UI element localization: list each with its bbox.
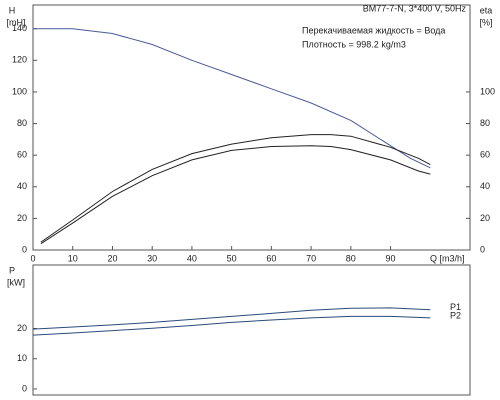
curve <box>40 145 431 245</box>
annotation: Перекачиваемая жидкость = Вода <box>302 25 445 35</box>
y-tick-label: 0 <box>22 244 27 254</box>
y2-tick-label: 60 <box>480 150 490 160</box>
x-tick-label: 60 <box>266 253 276 263</box>
plot-frame <box>32 4 471 251</box>
y-tick-label: 40 <box>17 181 27 191</box>
curve-label: P1 <box>450 302 461 312</box>
x-tick-label: 80 <box>346 253 356 263</box>
x-tick-label: 70 <box>306 253 316 263</box>
x-tick-label: 90 <box>386 253 396 263</box>
curve <box>33 28 431 169</box>
y2-tick-label: 80 <box>480 118 490 128</box>
y2-tick-label: 20 <box>480 213 490 223</box>
x-tick-label: 50 <box>227 253 237 263</box>
y2-unit: [%] <box>479 17 492 27</box>
y2-tick-label: 40 <box>480 181 490 191</box>
x-tick-label: 20 <box>107 253 117 263</box>
annotation: BM77-7-N, 3*400 V, 50Hz <box>363 3 467 13</box>
plot-frame <box>32 264 471 396</box>
x-tick-label: 0 <box>30 253 35 263</box>
y-tick-label: 100 <box>12 86 27 96</box>
y2-tick-label: 100 <box>480 86 495 96</box>
y-tick-label: 120 <box>12 55 27 65</box>
y-unit: [mH] <box>7 17 26 27</box>
curve <box>40 134 431 243</box>
y-tick-label: 20 <box>17 213 27 223</box>
x-tick-label: 10 <box>68 253 78 263</box>
y-label: H <box>9 5 16 15</box>
curve <box>32 307 431 330</box>
y-tick-label: 80 <box>17 118 27 128</box>
x-label: Q [m3/h] <box>430 253 465 263</box>
y-tick-label: 20 <box>17 323 27 333</box>
y-tick-label: 140 <box>12 23 27 33</box>
x-tick-label: 30 <box>147 253 157 263</box>
annotation: Плотность = 998.2 kg/m3 <box>302 39 406 49</box>
y-tick-label: 60 <box>17 150 27 160</box>
curve <box>32 315 431 336</box>
x-tick-label: 40 <box>187 253 197 263</box>
y-label: P <box>9 265 15 275</box>
y-tick-label: 0 <box>22 383 27 393</box>
y-unit: [kW] <box>7 277 25 287</box>
y2-label: eta <box>480 5 493 15</box>
y2-tick-label: 0 <box>480 244 485 254</box>
curve-label: P2 <box>450 310 461 320</box>
y-tick-label: 10 <box>17 353 27 363</box>
